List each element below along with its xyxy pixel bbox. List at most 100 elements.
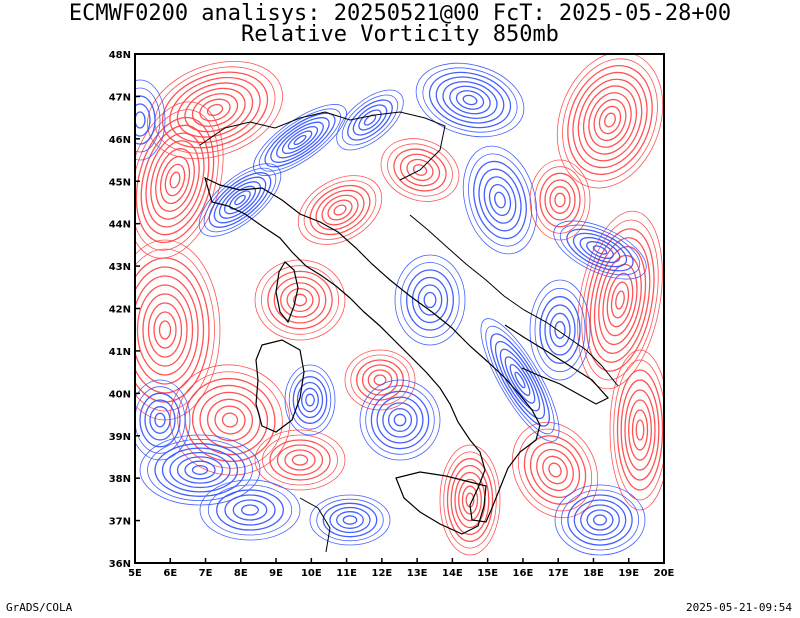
contour-line	[269, 439, 331, 481]
contour-line	[199, 391, 261, 449]
contour-line	[478, 168, 522, 232]
contour-line	[380, 138, 460, 202]
contour-line	[539, 296, 581, 364]
lon-tick-label: 6E	[163, 568, 177, 579]
contour-line	[589, 237, 651, 363]
contour-line	[442, 81, 498, 119]
contour-line	[232, 499, 268, 521]
contour-line	[554, 192, 566, 208]
lat-tick-label: 36N	[109, 559, 131, 570]
contour-line	[586, 241, 614, 259]
contour-line	[149, 406, 171, 434]
contour-line	[286, 287, 314, 313]
contour-line	[270, 117, 330, 163]
contour-line	[494, 340, 546, 420]
contour-line	[598, 105, 622, 135]
sardinia-coastline	[255, 339, 305, 433]
contour-line	[604, 112, 616, 128]
contour-line	[135, 101, 224, 259]
contour-line	[549, 186, 571, 214]
contour-line	[327, 199, 353, 221]
contour-line	[341, 94, 399, 146]
contour-line	[150, 140, 200, 220]
contour-line	[606, 272, 634, 328]
contour-line	[534, 287, 586, 373]
contour-line	[135, 111, 146, 129]
contour-line	[358, 109, 382, 131]
contour-line	[443, 451, 497, 549]
contour-line	[406, 158, 434, 182]
contour-line	[147, 438, 253, 501]
contour-line	[139, 392, 181, 448]
contour-line	[136, 284, 194, 376]
contour-line	[561, 489, 640, 551]
contour-line	[536, 448, 574, 492]
lat-tick-label: 45N	[109, 177, 131, 188]
lon-tick-label: 16E	[513, 568, 534, 579]
contour-line	[276, 444, 324, 476]
contour-line	[613, 359, 664, 501]
lon-tick-label: 14E	[442, 568, 463, 579]
contour-line	[206, 103, 224, 117]
contour-line	[216, 489, 284, 531]
contour-line	[422, 67, 518, 133]
contour-line	[592, 245, 608, 255]
contour-line	[176, 82, 254, 138]
contour-line	[567, 494, 633, 546]
contour-line	[488, 183, 512, 217]
coastlines	[199, 111, 619, 553]
contour-line	[529, 279, 591, 381]
footer-software: GrADS/COLA	[6, 601, 73, 614]
contour-line	[309, 184, 371, 236]
lat-tick-label: 43N	[109, 262, 131, 273]
contour-line	[287, 130, 313, 150]
contour-line	[624, 389, 656, 471]
vorticity-contours	[135, 54, 664, 556]
contour-line	[610, 281, 630, 319]
contour-line	[316, 498, 384, 542]
contour-line	[329, 506, 371, 534]
contour-line	[534, 166, 586, 234]
contour-line	[548, 462, 562, 478]
contour-line	[221, 412, 239, 428]
contour-line	[301, 387, 319, 413]
contour-line	[135, 116, 215, 244]
contour-line	[207, 484, 293, 536]
contour-line	[281, 126, 319, 154]
italy-coastline	[204, 176, 541, 523]
contour-line	[387, 407, 413, 433]
apulia-coastline	[504, 324, 609, 405]
contour-line	[593, 98, 627, 142]
contour-line	[154, 443, 246, 497]
contour-line	[169, 171, 181, 189]
contour-line	[280, 282, 320, 318]
lon-tick-label: 11E	[336, 568, 357, 579]
lat-tick-label: 39N	[109, 432, 131, 443]
lat-tick-label: 42N	[109, 305, 131, 316]
contour-line	[517, 428, 593, 512]
contour-line	[539, 172, 581, 228]
contour-line	[223, 185, 257, 215]
contour-line	[234, 194, 246, 206]
lat-tick-label: 44N	[109, 220, 131, 231]
contour-line	[161, 447, 239, 493]
contour-line	[494, 191, 506, 209]
contour-line	[370, 390, 430, 450]
contour-line	[423, 291, 437, 309]
corsica-coastline	[275, 261, 299, 324]
contour-line	[585, 228, 655, 372]
contour-line	[400, 262, 460, 338]
contour-line	[572, 232, 628, 268]
contour-line	[523, 435, 587, 505]
contour-line	[542, 455, 568, 485]
contour-line	[412, 164, 428, 176]
contour-line	[147, 61, 283, 159]
contour-line	[473, 160, 527, 240]
lat-tick-label: 41N	[109, 347, 131, 358]
footer-timestamp: 2025-05-21-09:54	[686, 601, 792, 614]
contour-line	[399, 153, 441, 187]
contour-line	[577, 78, 643, 162]
contour-line	[135, 386, 186, 454]
contour-line	[169, 364, 291, 476]
lat-tick-label: 40N	[109, 389, 131, 400]
